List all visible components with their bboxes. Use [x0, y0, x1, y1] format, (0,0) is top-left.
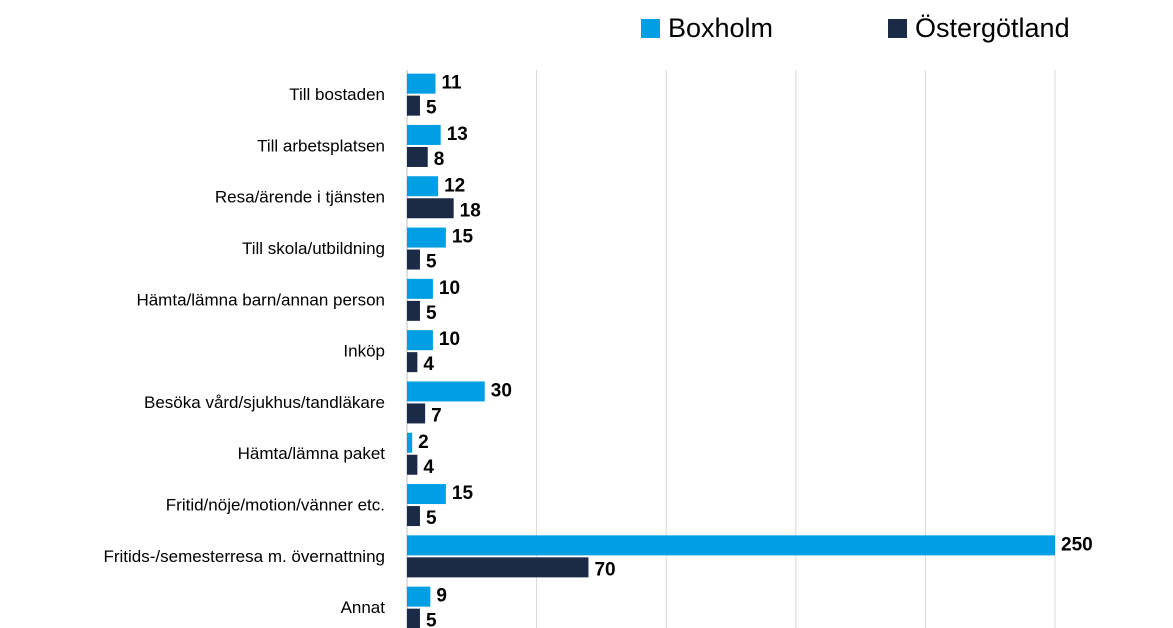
value-label: 250: [1061, 534, 1093, 555]
value-label: 5: [426, 303, 437, 324]
value-label: 11: [442, 73, 463, 94]
bar: [407, 146, 428, 167]
value-label: 7: [431, 405, 442, 426]
bar: [407, 352, 418, 373]
value-label: 15: [452, 227, 474, 248]
value-label: 2: [418, 432, 429, 453]
value-label: 10: [439, 329, 460, 350]
value-label: 10: [439, 278, 460, 299]
bar: [407, 381, 485, 402]
value-label: 12: [444, 175, 465, 196]
bar: [407, 124, 441, 145]
value-label: 4: [423, 457, 434, 478]
value-label: 4: [423, 354, 434, 375]
bar: [407, 403, 426, 424]
category-label: Fritid/nöje/motion/vänner etc.: [166, 496, 385, 515]
bar: [407, 278, 433, 299]
value-label: 70: [594, 559, 615, 580]
bar: [407, 95, 420, 116]
category-label: Fritids-/semesterresa m. övernattning: [103, 547, 385, 566]
legend-label: Östergötland: [915, 13, 1070, 43]
category-label: Resa/ärende i tjänsten: [215, 188, 385, 207]
legend-swatch: [641, 19, 660, 38]
bar: [407, 249, 420, 270]
category-label: Hämta/lämna paket: [238, 444, 386, 463]
bar: [407, 300, 420, 321]
bar: [407, 176, 439, 197]
category-label: Inköp: [343, 342, 385, 361]
legend-swatch: [888, 19, 907, 38]
category-label: Till bostaden: [289, 85, 385, 104]
category-label: Hämta/lämna barn/annan person: [136, 290, 385, 309]
value-label: 18: [460, 200, 481, 221]
bar: [407, 73, 436, 94]
bar: [407, 557, 589, 578]
value-label: 5: [426, 252, 437, 273]
category-label: Till skola/utbildning: [242, 239, 385, 258]
legend-label: Boxholm: [668, 13, 773, 43]
category-label: Till arbetsplatsen: [257, 136, 385, 155]
bar: [407, 198, 454, 219]
bar: [407, 227, 446, 248]
bar: [407, 535, 1055, 556]
bar: [407, 454, 418, 475]
value-label: 5: [426, 611, 437, 628]
value-label: 5: [426, 98, 437, 119]
value-label: 8: [434, 149, 445, 170]
bar: [407, 586, 431, 607]
bar: [407, 608, 420, 628]
bar: [407, 484, 446, 505]
value-label: 30: [491, 380, 512, 401]
value-label: 9: [436, 586, 447, 607]
value-label: 15: [452, 483, 474, 504]
bar: [407, 330, 433, 351]
category-label: Annat: [341, 598, 386, 617]
value-label: 13: [447, 124, 468, 145]
bar: [407, 432, 413, 453]
bar: [407, 506, 420, 527]
category-label: Besöka vård/sjukhus/tandläkare: [144, 393, 385, 412]
value-label: 5: [426, 508, 437, 529]
